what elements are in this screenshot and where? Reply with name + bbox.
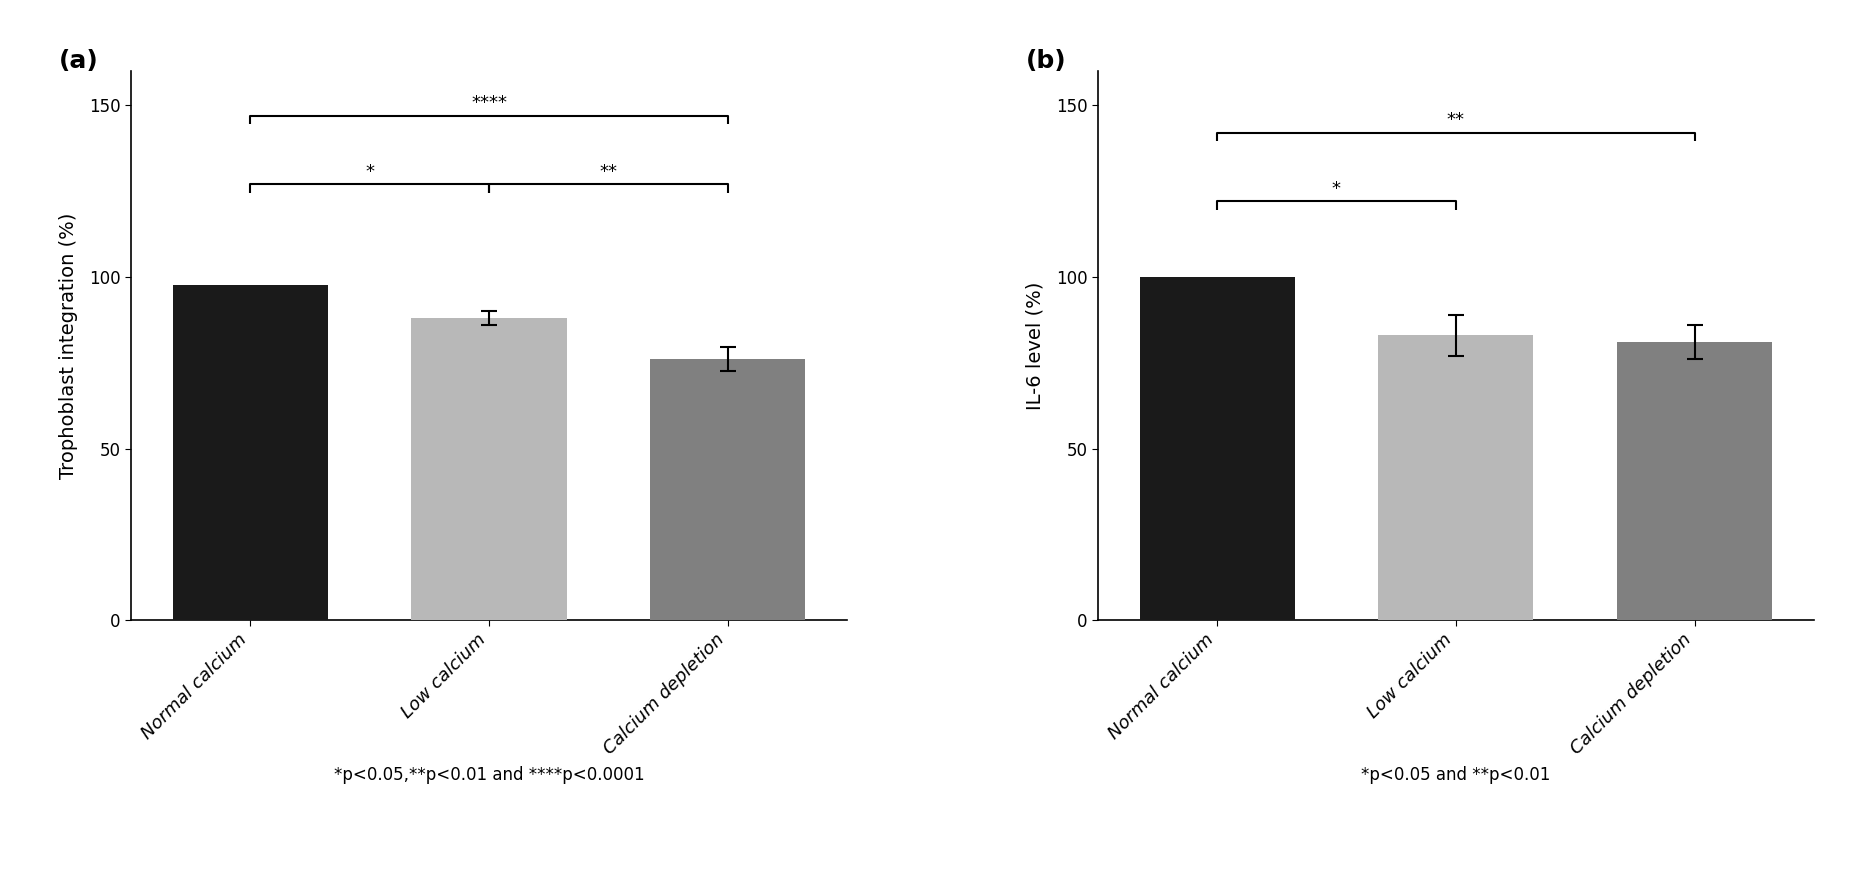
Text: *p<0.05 and **p<0.01: *p<0.05 and **p<0.01 xyxy=(1361,766,1550,784)
Text: *: * xyxy=(1331,180,1341,198)
Text: **: ** xyxy=(1447,112,1464,129)
Bar xyxy=(1378,335,1533,620)
Text: *: * xyxy=(365,163,374,181)
Bar xyxy=(1139,277,1294,620)
Bar xyxy=(1618,342,1773,620)
Text: ****: **** xyxy=(471,94,507,113)
Bar xyxy=(411,318,567,620)
Text: (b): (b) xyxy=(1027,49,1066,73)
Text: **: ** xyxy=(600,163,617,181)
Y-axis label: Trophoblast integration (%): Trophoblast integration (%) xyxy=(58,213,79,478)
Bar xyxy=(172,285,327,620)
Text: (a): (a) xyxy=(60,49,99,73)
Text: *p<0.05,**p<0.01 and ****p<0.0001: *p<0.05,**p<0.01 and ****p<0.0001 xyxy=(333,766,645,784)
Y-axis label: IL-6 level (%): IL-6 level (%) xyxy=(1025,282,1045,409)
Bar xyxy=(651,360,806,620)
